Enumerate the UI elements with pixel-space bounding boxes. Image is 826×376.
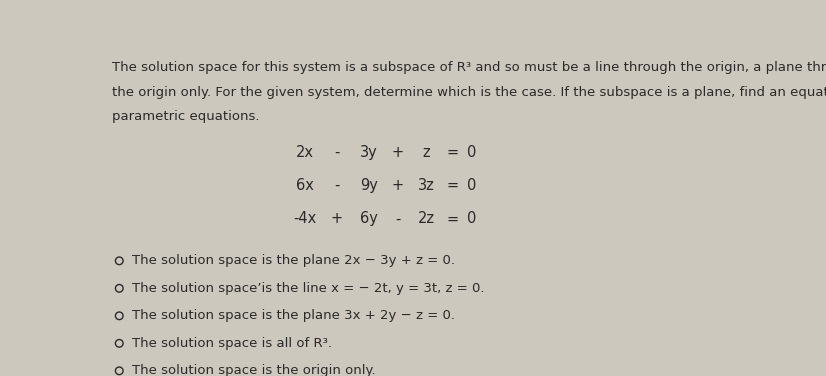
Text: The solution space’is the line x = − 2t, y = 3t, z = 0.: The solution space’is the line x = − 2t,…: [132, 282, 485, 295]
Text: =: =: [446, 178, 458, 193]
Text: 2x: 2x: [296, 145, 314, 160]
Text: =: =: [446, 145, 458, 160]
Text: The solution space is all of R³.: The solution space is all of R³.: [132, 337, 332, 350]
Text: =: =: [446, 211, 458, 226]
Text: The solution space is the plane 3x + 2y − z = 0.: The solution space is the plane 3x + 2y …: [132, 309, 455, 322]
Text: the origin only. For the given system, determine which is the case. If the subsp: the origin only. For the given system, d…: [112, 86, 826, 99]
Text: -: -: [335, 178, 339, 193]
Text: The solution space for this system is a subspace of R³ and so must be a line thr: The solution space for this system is a …: [112, 61, 826, 74]
Text: 0: 0: [467, 145, 476, 160]
Text: +: +: [392, 178, 404, 193]
Text: 3z: 3z: [418, 178, 435, 193]
Text: +: +: [331, 211, 343, 226]
Text: -4x: -4x: [293, 211, 316, 226]
Text: +: +: [392, 145, 404, 160]
Text: 9y: 9y: [360, 178, 377, 193]
Text: z: z: [423, 145, 430, 160]
Text: 0: 0: [467, 178, 476, 193]
Text: -: -: [335, 145, 339, 160]
Text: 3y: 3y: [360, 145, 377, 160]
Text: parametric equations.: parametric equations.: [112, 110, 259, 123]
Text: The solution space is the plane 2x − 3y + z = 0.: The solution space is the plane 2x − 3y …: [132, 254, 455, 267]
Text: The solution space is the origin only.: The solution space is the origin only.: [132, 364, 376, 376]
Text: 6x: 6x: [296, 178, 314, 193]
Text: -: -: [395, 211, 401, 226]
Text: 0: 0: [467, 211, 476, 226]
Text: 6y: 6y: [360, 211, 377, 226]
Text: 2z: 2z: [418, 211, 435, 226]
